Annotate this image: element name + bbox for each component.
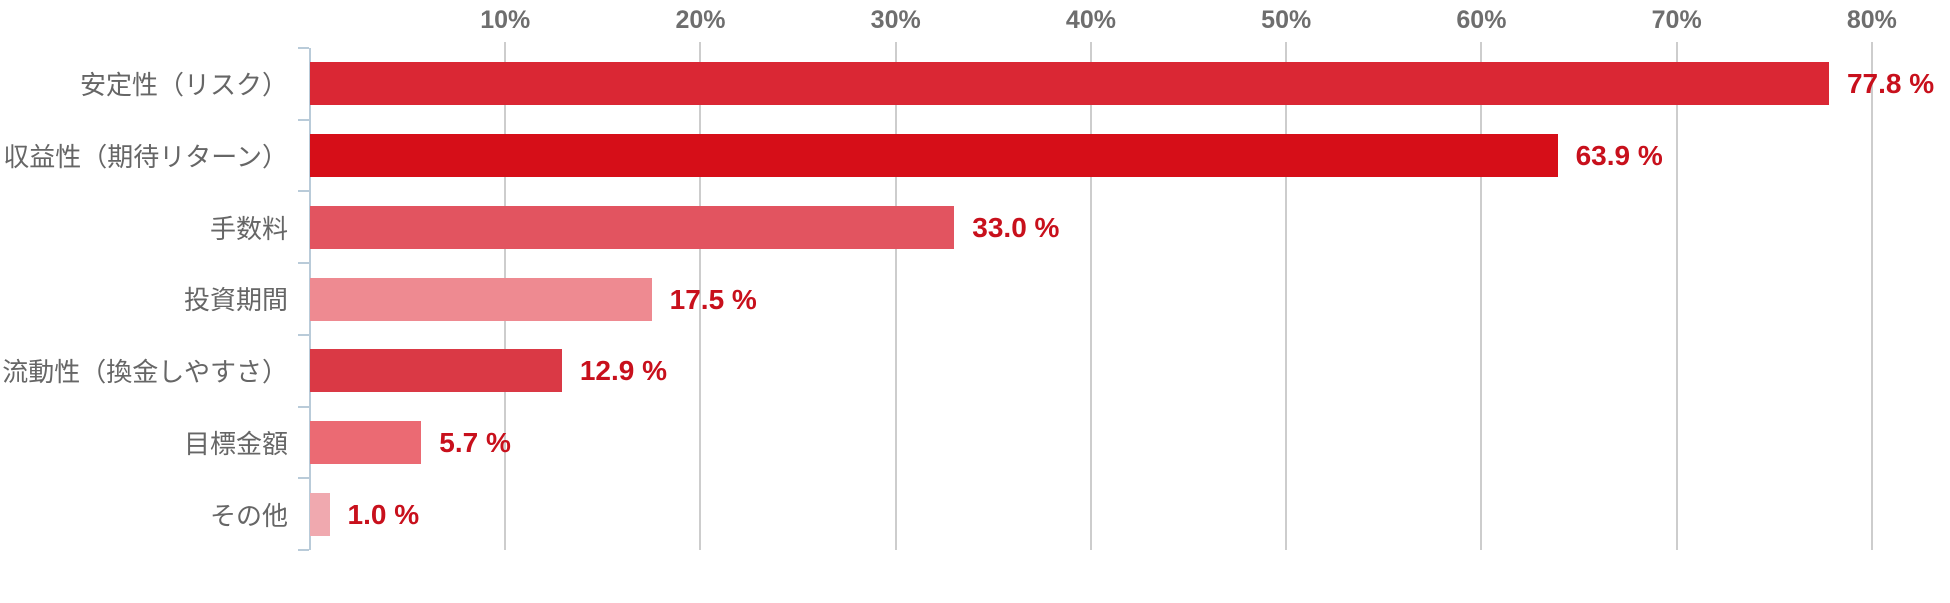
category-label: 流動性（換金しやすさ）: [2, 357, 288, 388]
value-label: 12.9 %: [579, 355, 668, 387]
y-axis-tick: [298, 190, 309, 193]
gridline: [894, 42, 897, 550]
gridline: [1480, 42, 1483, 550]
y-axis-tick: [298, 405, 309, 408]
gridline: [1675, 42, 1678, 550]
x-axis-tick-label: 80%: [1846, 6, 1897, 34]
y-axis-tick: [298, 333, 309, 336]
bar: [310, 349, 562, 393]
bar: [310, 492, 330, 536]
category-label: 安定性（リスク）: [79, 70, 288, 101]
x-axis-tick-label: 60%: [1456, 6, 1507, 34]
x-axis-tick-label: 30%: [870, 6, 921, 34]
bar: [310, 205, 955, 249]
value-label: 1.0 %: [347, 498, 420, 530]
y-axis-tick: [298, 118, 309, 121]
value-label: 17.5 %: [669, 283, 757, 315]
y-axis-tick: [298, 47, 309, 49]
bar: [310, 134, 1558, 178]
y-axis-tick: [298, 262, 309, 265]
y-axis-tick: [298, 549, 309, 551]
gridline: [1089, 42, 1092, 550]
bar: [310, 420, 422, 464]
category-label: 投資期間: [183, 285, 288, 316]
x-axis-tick-label: 20%: [675, 6, 726, 34]
gridline: [1870, 42, 1873, 550]
x-axis-tick-label: 40%: [1065, 6, 1116, 34]
gridline: [699, 42, 702, 550]
bar: [310, 277, 652, 321]
category-label: 収益性（期待リターン）: [3, 142, 288, 173]
category-label: 手数料: [209, 213, 288, 244]
gridline: [1285, 42, 1288, 550]
y-axis-tick: [298, 477, 309, 480]
value-label: 77.8 %: [1846, 68, 1935, 100]
x-axis-tick-label: 10%: [480, 6, 531, 34]
value-label: 5.7 %: [439, 426, 511, 458]
bar: [310, 62, 1829, 106]
category-label: その他: [209, 500, 288, 531]
category-label: 目標金額: [183, 428, 288, 459]
x-axis-tick-label: 50%: [1261, 6, 1312, 34]
value-label: 33.0 %: [972, 211, 1060, 243]
x-axis-tick-label: 70%: [1651, 6, 1702, 34]
value-label: 63.9 %: [1575, 140, 1663, 172]
